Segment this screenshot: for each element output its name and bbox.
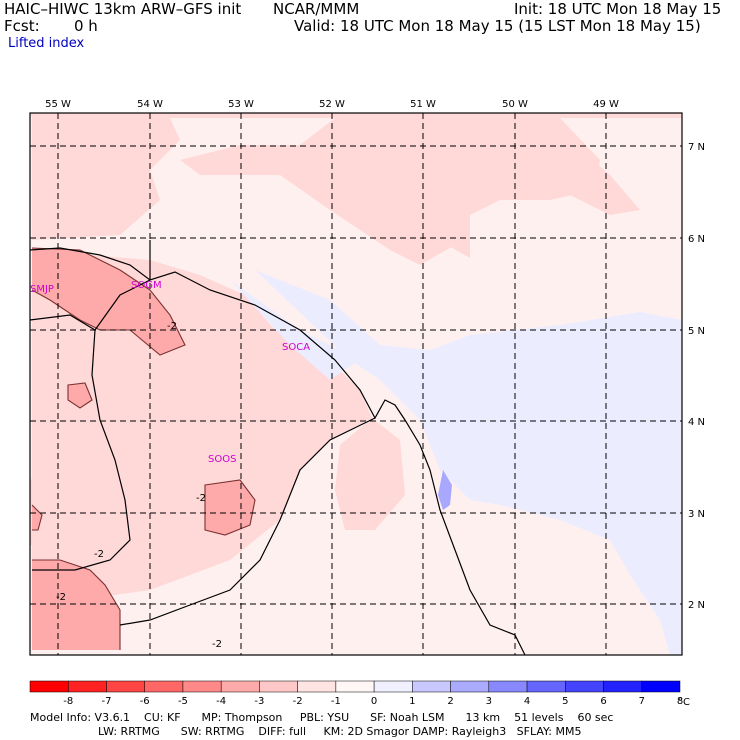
contour-label: -2 (196, 493, 206, 504)
colorbar-swatch (29, 680, 69, 693)
colorbar-tick-label: 8 (677, 696, 683, 707)
model-info-line2: LW: RRTMG SW: RRTMG DIFF: full KM: 2D Sm… (98, 725, 582, 738)
station-label: SMJP (30, 284, 54, 295)
lon-label: 50 W (502, 99, 528, 110)
station-label: SOOS (208, 454, 236, 465)
valid-time: Valid: 18 UTC Mon 18 May 15 (15 LST Mon … (294, 17, 701, 35)
colorbar-swatch (297, 680, 337, 693)
contour-label: -2 (167, 321, 177, 332)
station-label: SOGM (131, 280, 162, 291)
lon-label: 55 W (45, 99, 71, 110)
colorbar-tick-label: -5 (178, 696, 188, 707)
lat-lon-grid (30, 113, 682, 655)
lat-label: 6 N (688, 234, 705, 245)
colorbar-swatch (603, 680, 643, 693)
colorbar-tick-label: -8 (63, 696, 73, 707)
colorbar-unit: °C (678, 697, 690, 708)
colorbar-tick-label: -1 (331, 696, 341, 707)
lat-label: 2 N (688, 600, 705, 611)
colorbar-swatch (412, 680, 451, 693)
lat-label: 4 N (688, 417, 705, 428)
colorbar-tick-label: 1 (409, 696, 415, 707)
colorbar-swatch (526, 680, 566, 693)
field-shading-blue-small (438, 470, 452, 510)
contour-lines (31, 247, 256, 650)
colorbar-swatch (220, 680, 260, 693)
colorbar-swatch (259, 680, 298, 693)
colorbar-swatch (67, 680, 107, 693)
lon-label: 49 W (593, 99, 619, 110)
lat-label: 7 N (688, 142, 705, 153)
colorbar-tick-label: -2 (293, 696, 303, 707)
contour-label: -2 (212, 639, 222, 650)
colorbar-tick-label: 4 (524, 696, 530, 707)
colorbar-tick-label: -7 (101, 696, 111, 707)
fcst-value: 0 h (74, 17, 98, 35)
center-name: NCAR/MMM (273, 0, 360, 18)
colorbar-tick-label: 0 (371, 696, 377, 707)
colorbar-swatch (565, 680, 604, 693)
colorbar-swatch (335, 680, 375, 693)
map-frame (29, 112, 683, 656)
lon-label: 54 W (137, 99, 163, 110)
coastline-and-borders (29, 240, 526, 656)
colorbar-swatch (488, 680, 528, 693)
field-shading-pink (32, 248, 255, 650)
fcst-label: Fcst: (4, 17, 40, 35)
colorbar-swatch (106, 680, 145, 693)
model-info-line1: Model Info: V3.6.1 CU: KF MP: Thompson P… (30, 711, 614, 724)
colorbar-tick-label: 7 (639, 696, 645, 707)
colorbar-tick-label: -6 (140, 696, 150, 707)
lat-label: 5 N (688, 326, 705, 337)
colorbar-tick-label: 6 (600, 696, 606, 707)
lat-label: 3 N (688, 509, 705, 520)
station-label: SOCA (282, 342, 310, 353)
colorbar-tick-label: -3 (254, 696, 264, 707)
colorbar-tick-label: 2 (447, 696, 453, 707)
lon-label: 52 W (319, 99, 345, 110)
colorbar-swatch (373, 680, 413, 693)
colorbar-tick-label: -4 (216, 696, 226, 707)
colorbar-swatch (450, 680, 490, 693)
init-time: Init: 18 UTC Mon 18 May 15 (514, 0, 722, 18)
colorbar-swatch (641, 680, 681, 693)
contour-label: -2 (94, 549, 104, 560)
model-title: HAIC–HIWC 13km ARW–GFS init (4, 0, 242, 18)
colorbar-tick-label: 3 (486, 696, 492, 707)
colorbar-swatch (144, 680, 184, 693)
contour-label: -2 (56, 592, 66, 603)
colorbar-swatch (182, 680, 222, 693)
colorbar (29, 680, 681, 693)
lon-label: 51 W (410, 99, 436, 110)
colorbar-tick-label: 5 (562, 696, 568, 707)
lon-label: 53 W (228, 99, 254, 110)
field-name: Lifted index (8, 36, 85, 51)
